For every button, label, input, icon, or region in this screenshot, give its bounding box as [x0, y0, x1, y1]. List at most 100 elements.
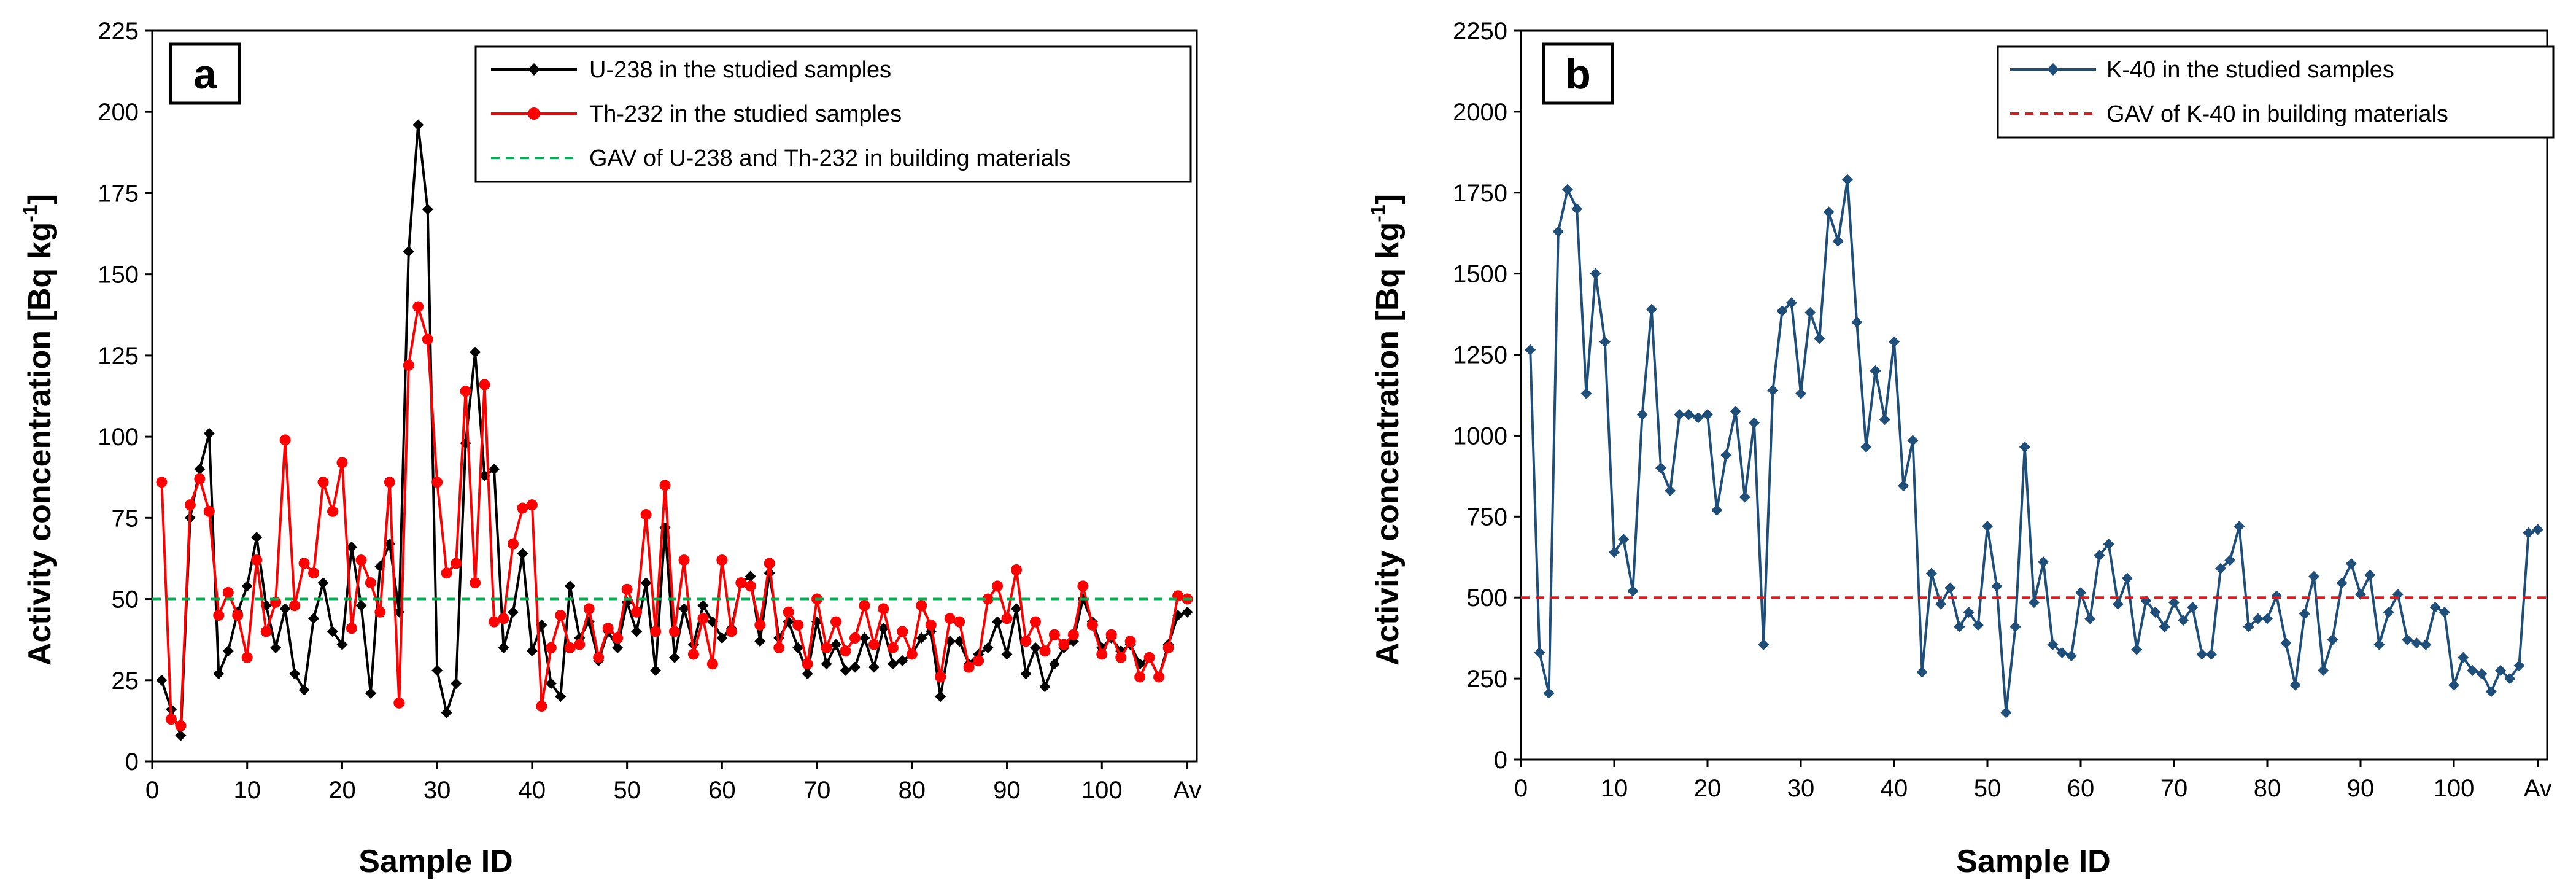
x-tick-label: 90: [2347, 775, 2375, 802]
x-axis-title-b: Sample ID: [1956, 844, 2110, 879]
data-point: [1982, 521, 1993, 532]
data-point: [821, 658, 832, 670]
data-point: [517, 502, 528, 514]
data-point: [403, 246, 414, 257]
data-point: [260, 626, 272, 637]
y-tick-label: 1500: [1453, 261, 1507, 288]
data-point: [346, 623, 357, 634]
data-point: [2178, 615, 2189, 626]
y-axis-title-b-end: ]: [1370, 194, 1406, 204]
data-point: [1767, 384, 1779, 396]
data-point: [355, 554, 367, 566]
data-point: [631, 606, 643, 618]
data-point: [612, 642, 624, 653]
data-point: [526, 499, 538, 511]
data-point: [175, 720, 187, 731]
data-point: [859, 600, 870, 612]
data-point: [2402, 634, 2413, 645]
data-point: [222, 645, 234, 657]
data-point: [830, 616, 842, 628]
data-point: [308, 567, 320, 579]
x-tick-label: Av: [2524, 775, 2552, 802]
data-point: [2429, 602, 2441, 613]
data-point: [2103, 539, 2114, 550]
data-point: [1758, 639, 1770, 650]
data-point: [422, 333, 433, 345]
data-point: [1749, 417, 1760, 429]
data-point: [764, 558, 775, 569]
data-point: [2187, 602, 2199, 613]
data-point: [1954, 621, 1965, 632]
data-point: [355, 600, 367, 612]
data-point: [498, 613, 509, 624]
legend-label-k40: K-40 in the studied samples: [2106, 57, 2394, 83]
data-point: [2345, 558, 2357, 569]
data-point: [2513, 660, 2525, 672]
data-point: [251, 554, 263, 566]
y-tick-label: 100: [98, 424, 139, 451]
data-point: [2159, 621, 2170, 632]
data-point: [2122, 572, 2133, 584]
data-point: [1077, 580, 1089, 592]
data-point: [2112, 598, 2124, 610]
y-tick-label: 150: [98, 262, 139, 289]
data-point: [1776, 305, 1788, 317]
data-point: [897, 655, 908, 667]
y-tick-label: 1250: [1453, 342, 1507, 369]
data-point: [431, 664, 443, 676]
y-tick-label: 0: [125, 749, 139, 776]
data-point: [270, 642, 282, 653]
data-point: [2485, 686, 2497, 698]
data-point: [1842, 174, 1853, 185]
data-point: [2149, 606, 2161, 618]
data-point: [165, 714, 177, 725]
data-point: [849, 632, 861, 644]
data-point: [1162, 642, 1174, 653]
data-point: [279, 434, 291, 446]
data-point: [640, 509, 652, 521]
x-tick-label: 50: [1974, 775, 2002, 802]
data-point: [916, 600, 927, 612]
data-point: [1153, 671, 1165, 683]
legend-swatch-k40-marker: [2047, 63, 2059, 76]
data-point: [2495, 664, 2506, 676]
x-tick-label: 20: [1694, 775, 1722, 802]
data-point: [384, 477, 395, 488]
data-point: [1907, 435, 1919, 446]
y-tick-label: 1000: [1453, 422, 1507, 449]
data-point: [678, 603, 690, 615]
data-point: [1534, 647, 1545, 658]
data-point: [241, 652, 253, 663]
x-tick-label: 30: [1787, 775, 1815, 802]
data-point: [1552, 226, 1564, 238]
data-point: [992, 580, 1004, 592]
data-point: [2224, 554, 2236, 566]
data-point: [2084, 613, 2096, 624]
data-point: [935, 691, 946, 702]
data-point: [773, 642, 785, 653]
data-point: [431, 477, 443, 488]
panel-label-b: b: [1565, 51, 1591, 98]
data-point: [735, 577, 747, 589]
data-point: [1048, 658, 1060, 670]
data-point: [878, 623, 889, 634]
data-point: [479, 379, 490, 391]
data-point: [1991, 580, 2003, 592]
data-point: [470, 577, 481, 589]
x-tick-label: 20: [328, 777, 356, 804]
y-axis-title-a-main: Activity concentration [Bq kg: [22, 222, 58, 666]
data-point: [1702, 409, 1713, 421]
data-point: [1001, 648, 1013, 660]
data-point: [697, 600, 709, 612]
data-point: [1143, 652, 1155, 663]
data-point: [2234, 521, 2245, 532]
data-point: [365, 577, 376, 589]
x-tick-label: 60: [2067, 775, 2095, 802]
data-point: [925, 619, 937, 631]
data-point: [374, 606, 386, 618]
data-point: [1086, 619, 1098, 631]
data-point: [1525, 344, 1536, 356]
data-point: [1011, 564, 1023, 575]
legend-label-gav-b: GAV of K-40 in building materials: [2106, 101, 2448, 127]
data-point: [1683, 409, 1695, 421]
